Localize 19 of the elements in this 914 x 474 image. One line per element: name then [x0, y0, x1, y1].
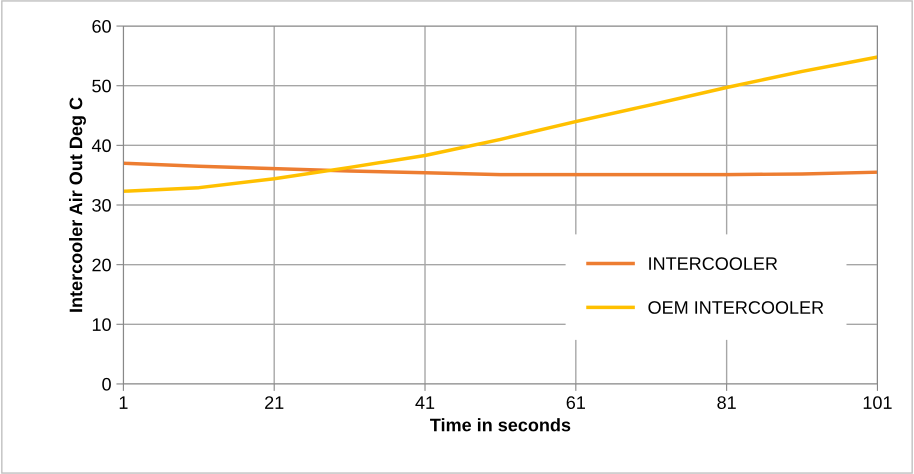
line-series	[123, 55, 878, 194]
legend-label: OEM INTERCOOLER	[648, 301, 824, 314]
line-series	[123, 162, 878, 176]
y-axis-title: Intercooler Air Out Deg C	[69, 97, 86, 312]
y-tick-label: 30	[92, 198, 111, 212]
x-tick-label: 41	[415, 396, 434, 409]
x-tick-label: 21	[265, 396, 284, 409]
x-tick-label: 81	[717, 396, 736, 410]
x-tick-label: 1	[120, 396, 128, 409]
legend-label: INTERCOOLER	[649, 257, 778, 270]
x-tick-label: 101	[864, 396, 892, 410]
x-axis-title: Time in seconds	[430, 418, 570, 432]
y-tick-label: 20	[92, 258, 111, 272]
x-tick-label: 61	[566, 396, 585, 410]
y-tick-label: 0	[102, 378, 111, 391]
y-tick-label: 10	[92, 318, 111, 332]
y-tick-label: 60	[92, 20, 111, 33]
y-tick-label: 40	[92, 139, 111, 152]
y-tick-label: 50	[92, 80, 111, 92]
